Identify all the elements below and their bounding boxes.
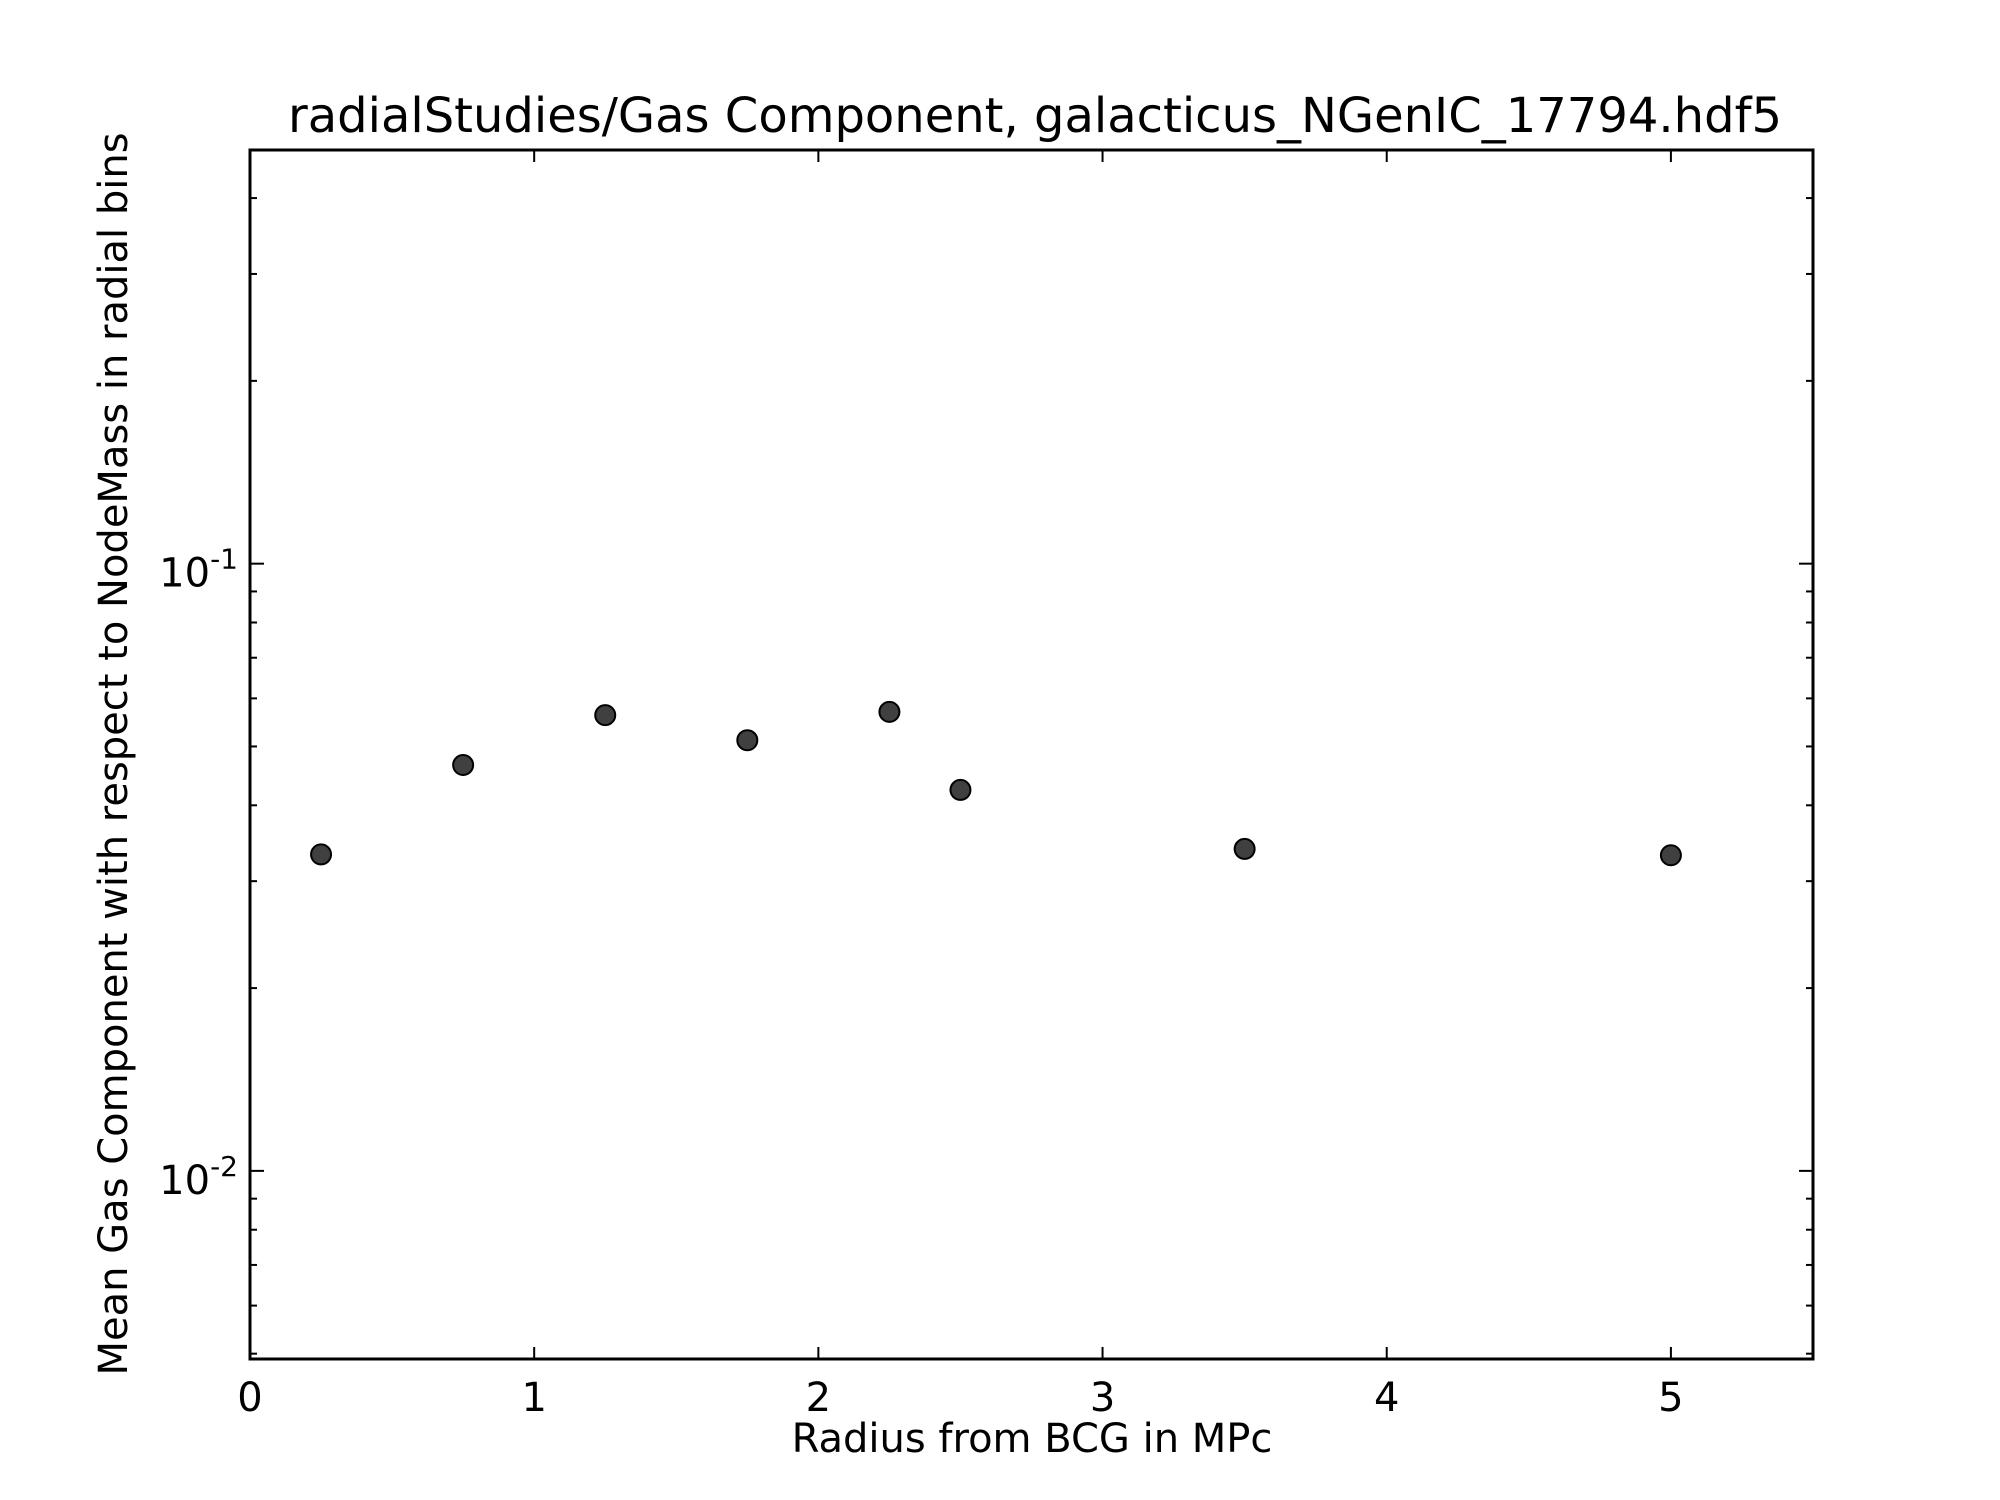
y-tick-label-0: 10-2 (159, 1150, 238, 1204)
y-axis-ticks: 10-210-1 (159, 197, 1813, 1355)
y-tick-exponent: -2 (210, 1150, 238, 1183)
data-point-7 (1659, 844, 1682, 867)
x-axis-label: Radius from BCG in MPc (792, 1416, 1273, 1462)
data-point-4 (878, 700, 901, 723)
data-point-6 (1233, 837, 1256, 860)
x-tick-label-0: 0 (237, 1375, 262, 1421)
x-tick-label-4: 4 (1374, 1375, 1399, 1421)
plot-frame (248, 148, 1815, 1361)
data-point-1 (452, 754, 475, 777)
data-point-0 (310, 843, 333, 866)
y-tick-label-1: 10-1 (159, 543, 238, 597)
x-axis-ticks: 0 1 2 3 4 5 (237, 150, 1684, 1421)
data-point-2 (594, 704, 617, 727)
x-tick-label-1: 1 (521, 1375, 546, 1421)
chart-title: radialStudies/Gas Component, galacticus_… (288, 88, 1782, 144)
x-tick-label-2: 2 (806, 1375, 831, 1421)
y-axis-label: Mean Gas Component with respect to NodeM… (91, 132, 137, 1375)
data-point-3 (736, 729, 759, 752)
data-points (310, 700, 1682, 867)
x-tick-label-5: 5 (1658, 1375, 1683, 1421)
data-point-5 (949, 778, 972, 801)
y-tick-base: 10 (159, 551, 210, 597)
y-tick-base: 10 (159, 1158, 210, 1204)
x-tick-label-3: 3 (1090, 1375, 1115, 1421)
y-tick-exponent: -1 (210, 543, 238, 576)
